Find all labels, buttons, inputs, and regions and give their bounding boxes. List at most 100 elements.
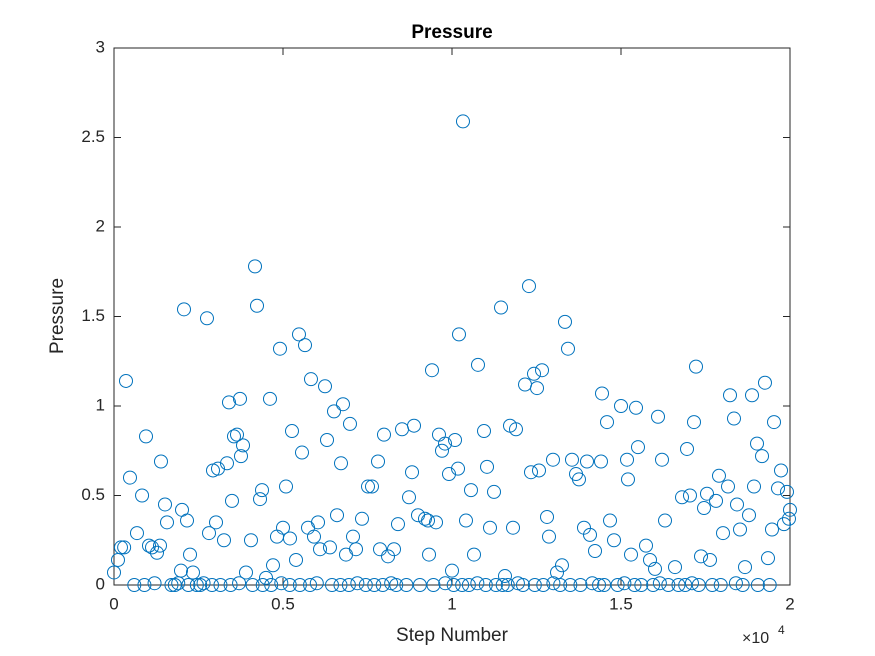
y-tick-label: 0 bbox=[96, 574, 105, 593]
scatter-point bbox=[233, 391, 248, 406]
scatter-point bbox=[205, 578, 220, 592]
scatter-point bbox=[771, 481, 786, 496]
scatter-point bbox=[478, 578, 493, 592]
scatter-point bbox=[735, 578, 750, 592]
scatter-point bbox=[455, 114, 470, 129]
scatter-point bbox=[238, 565, 253, 580]
scatter-point bbox=[711, 468, 726, 483]
scatter-point bbox=[320, 433, 335, 448]
x-tick-label: 0.5 bbox=[271, 594, 295, 613]
scatter-point bbox=[402, 490, 417, 505]
scatter-point bbox=[434, 443, 449, 458]
scatter-point bbox=[282, 531, 297, 546]
scatter-point bbox=[500, 578, 515, 592]
scatter-point bbox=[313, 542, 328, 557]
scatter-point bbox=[446, 578, 461, 592]
scatter-point bbox=[421, 513, 436, 528]
axes-background bbox=[114, 48, 790, 585]
scatter-point bbox=[448, 433, 463, 448]
chart-title: Pressure bbox=[411, 22, 492, 43]
scatter-point bbox=[593, 454, 608, 469]
scatter-point bbox=[185, 565, 200, 580]
scatter-point bbox=[515, 578, 530, 592]
scatter-point bbox=[141, 538, 156, 553]
scatter-point bbox=[530, 381, 545, 396]
scatter-point bbox=[733, 522, 748, 537]
scatter-point bbox=[671, 578, 686, 592]
scatter-point bbox=[193, 578, 208, 592]
scatter-point bbox=[610, 578, 625, 592]
scatter-point bbox=[438, 576, 453, 591]
y-tick-label: 2.5 bbox=[81, 127, 105, 146]
scatter-point bbox=[189, 578, 204, 592]
scatter-point bbox=[149, 545, 164, 560]
scatter-point bbox=[181, 578, 196, 592]
scatter-point bbox=[774, 463, 789, 478]
x-axis-label: Step Number bbox=[396, 625, 509, 646]
scatter-point bbox=[461, 578, 476, 592]
scatter-point bbox=[730, 497, 745, 512]
scatter-point bbox=[678, 578, 693, 592]
scatter-point bbox=[614, 399, 628, 413]
scatter-point bbox=[781, 511, 796, 526]
scatter-point bbox=[467, 547, 482, 562]
scatter-point bbox=[451, 461, 466, 476]
scatter-point bbox=[742, 508, 757, 523]
scatter-point bbox=[294, 445, 309, 460]
scatter-point bbox=[705, 578, 720, 592]
scatter-point bbox=[341, 578, 356, 592]
scatter-point bbox=[624, 547, 639, 562]
scatter-point bbox=[728, 576, 743, 591]
scatter-point bbox=[757, 375, 772, 390]
scatter-point bbox=[723, 388, 738, 403]
scatter-point bbox=[545, 452, 560, 467]
scatter-point bbox=[563, 578, 578, 592]
scatter-point bbox=[658, 513, 673, 528]
scatter-point bbox=[358, 578, 373, 592]
scatter-point bbox=[354, 511, 369, 526]
scatter-point bbox=[284, 424, 299, 439]
scatter-point bbox=[107, 565, 121, 580]
scatter-point bbox=[506, 520, 521, 535]
scatter-point bbox=[399, 578, 414, 592]
scatter-point bbox=[282, 578, 297, 592]
scatter-point bbox=[607, 533, 622, 548]
scatter-point bbox=[264, 578, 279, 592]
y-axis-label: Pressure bbox=[47, 278, 68, 354]
scatter-point bbox=[216, 533, 231, 548]
scatter-point bbox=[325, 578, 340, 592]
scatter-point bbox=[236, 438, 251, 453]
scatter-point bbox=[684, 576, 699, 591]
scatter-point bbox=[276, 520, 290, 535]
scatter-point bbox=[253, 492, 268, 507]
scatter-point bbox=[171, 576, 186, 591]
scatter-point bbox=[113, 540, 128, 555]
scatter-point bbox=[783, 502, 797, 517]
scatter-point bbox=[373, 542, 388, 557]
scatter-point bbox=[349, 542, 364, 557]
scatter-point bbox=[713, 578, 728, 592]
scatter-point bbox=[583, 527, 598, 542]
scatter-point bbox=[585, 576, 600, 591]
scatter-point bbox=[318, 379, 333, 394]
scatter-point bbox=[646, 578, 661, 592]
scatter-point bbox=[597, 578, 612, 592]
scatter-point bbox=[764, 522, 779, 537]
scatter-point bbox=[689, 359, 704, 374]
scatter-point bbox=[245, 578, 260, 592]
scatter-point bbox=[648, 561, 663, 576]
scatter-point bbox=[639, 538, 654, 553]
scatter-point bbox=[455, 578, 470, 592]
scatter-point bbox=[367, 578, 382, 592]
scatter-point bbox=[389, 578, 404, 592]
y-tick-label: 0.5 bbox=[81, 485, 105, 504]
scatter-point bbox=[726, 411, 741, 426]
scatter-point bbox=[390, 517, 405, 532]
scatter-point bbox=[375, 578, 390, 592]
scatter-point bbox=[697, 501, 712, 516]
scatter-point bbox=[699, 486, 714, 501]
scatter-point bbox=[747, 479, 762, 494]
scatter-point bbox=[202, 526, 217, 541]
x-tick-label: 1 bbox=[447, 594, 456, 613]
scatter-point bbox=[129, 526, 144, 541]
